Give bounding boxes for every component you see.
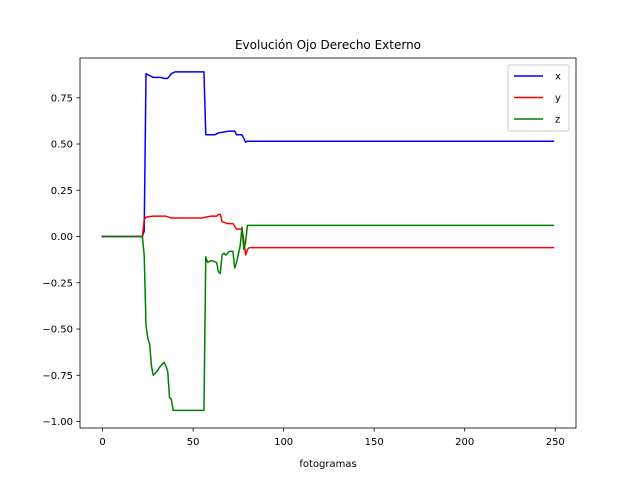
legend-label-x: x — [555, 72, 561, 83]
legend: xyz — [507, 64, 570, 132]
y-axis: −1.00 −0.75 −0.50 −0.25 0.00 0.25 0.50 0.75 — [42, 93, 80, 428]
y-tick-label: 0.50 — [51, 140, 73, 151]
x-axis: 0 50 100 150 200 250 — [99, 428, 565, 448]
x-tick-label: 200 — [455, 437, 474, 448]
y-tick-label: 0.25 — [51, 186, 73, 197]
legend-label-y: y — [555, 93, 561, 104]
y-tick-label: −0.75 — [42, 371, 73, 382]
series-line-z — [101, 224, 555, 412]
y-tick-label: −0.25 — [42, 278, 73, 289]
series-line-x — [101, 71, 555, 238]
series-layer — [101, 71, 555, 412]
series-line-y — [101, 213, 555, 256]
x-tick-label: 150 — [365, 437, 384, 448]
legend-entries: xyz — [514, 72, 561, 126]
y-tick-label: −0.50 — [42, 325, 73, 336]
legend-label-z: z — [555, 115, 560, 126]
chart-title: Evolución Ojo Derecho Externo — [235, 38, 421, 52]
y-tick-label: 0.75 — [51, 93, 73, 104]
x-tick-label: 50 — [187, 437, 200, 448]
x-tick-label: 0 — [99, 437, 105, 448]
plot-frame — [79, 57, 577, 429]
x-axis-label: fotogramas — [299, 459, 356, 470]
x-tick-label: 250 — [546, 437, 565, 448]
y-tick-label: 0.00 — [51, 232, 73, 243]
y-tick-label: −1.00 — [42, 417, 73, 428]
x-tick-label: 100 — [274, 437, 293, 448]
